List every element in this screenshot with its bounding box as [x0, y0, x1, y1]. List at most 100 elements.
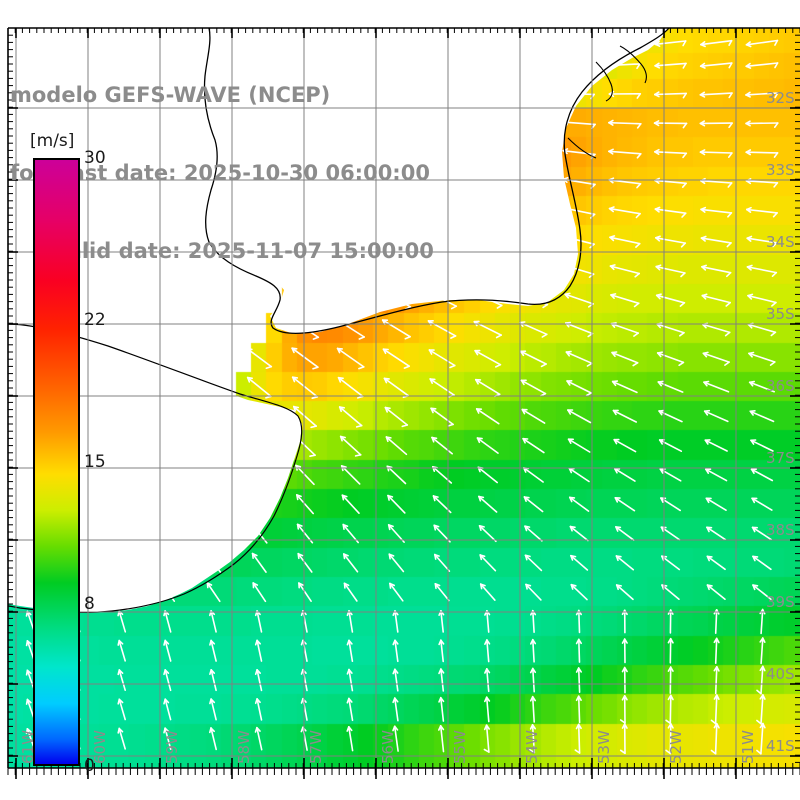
- wind-arrow: [117, 669, 126, 692]
- wind-arrow: [613, 467, 636, 482]
- wind-arrow: [657, 380, 684, 393]
- wind-arrow: [615, 555, 635, 571]
- wind-arrow: [706, 584, 726, 601]
- wind-arrow: [748, 380, 776, 393]
- wind-arrow: [710, 694, 720, 725]
- wind-arrow: [658, 409, 683, 423]
- wind-arrow: [430, 407, 454, 427]
- colorbar-tick-0: 0: [84, 756, 95, 776]
- wind-arrow: [710, 722, 720, 755]
- lat-label-38S: 38S: [766, 521, 795, 539]
- wind-arrow: [608, 206, 641, 219]
- wind-arrow: [163, 727, 172, 751]
- wind-arrow: [254, 639, 263, 662]
- wind-arrow: [570, 554, 589, 571]
- wind-arrow: [654, 206, 687, 218]
- wind-arrow: [745, 120, 779, 128]
- lat-label-34S: 34S: [766, 233, 795, 251]
- wind-arrow: [519, 350, 547, 368]
- wind-arrow: [387, 524, 405, 543]
- wind-arrow: [665, 723, 674, 755]
- wind-arrow: [163, 669, 172, 692]
- wind-arrow: [428, 349, 456, 369]
- wind-arrow: [339, 435, 362, 457]
- wind-arrow: [615, 584, 634, 601]
- wind-arrow: [117, 639, 126, 662]
- lon-label-51W: 51W: [739, 730, 757, 764]
- wind-arrow: [748, 351, 776, 366]
- wind-arrow: [613, 438, 637, 453]
- wind-arrow: [392, 639, 399, 663]
- title-line-valid-date: valid date: 2025-11-07 15:00:00: [54, 239, 434, 263]
- wind-arrow: [337, 376, 364, 399]
- wind-arrow: [246, 347, 273, 370]
- wind-arrow: [336, 347, 365, 370]
- wind-arrow: [342, 553, 359, 573]
- wind-arrow: [474, 349, 502, 368]
- wind-arrow: [295, 494, 315, 515]
- wind-arrow: [713, 665, 720, 695]
- lon-label-54W: 54W: [523, 730, 541, 764]
- wind-arrow: [384, 406, 409, 428]
- wind-arrow: [433, 524, 451, 543]
- wind-arrow: [346, 725, 354, 752]
- wind-arrow: [520, 379, 547, 397]
- wind-arrow: [665, 694, 674, 725]
- wind-arrow: [619, 723, 628, 755]
- wind-arrow: [611, 351, 639, 367]
- wind-arrow: [483, 724, 491, 753]
- wind-arrow: [254, 726, 263, 751]
- wind-arrow: [706, 526, 727, 541]
- wind-arrow: [438, 668, 445, 692]
- wind-arrow: [653, 91, 688, 99]
- wind-arrow: [346, 639, 354, 663]
- wind-arrow: [484, 667, 491, 693]
- wind-arrow: [298, 582, 312, 603]
- wind-arrow: [392, 725, 399, 752]
- wind-arrow: [705, 497, 727, 512]
- wind-arrow: [574, 723, 582, 754]
- wind-arrow: [706, 555, 726, 571]
- wind-arrow: [209, 639, 217, 662]
- wind-arrow: [529, 723, 537, 754]
- wind-arrow: [750, 468, 774, 482]
- wind-arrow: [612, 409, 638, 423]
- wind-arrow: [381, 319, 411, 340]
- wind-arrow: [667, 666, 674, 694]
- wind-arrow: [705, 468, 728, 482]
- wind-arrow: [209, 668, 217, 692]
- lon-label-59W: 59W: [163, 730, 181, 764]
- wind-arrow: [565, 350, 593, 367]
- wind-arrow: [759, 637, 766, 665]
- wind-arrow: [621, 666, 628, 694]
- wind-arrow: [346, 668, 354, 692]
- wind-arrow: [700, 235, 732, 248]
- map-plot-area[interactable]: [8, 28, 800, 768]
- wind-arrow: [569, 525, 589, 542]
- wind-arrow: [745, 206, 778, 218]
- lat-label-39S: 39S: [766, 593, 795, 611]
- wind-arrow: [431, 436, 454, 455]
- wind-arrow: [387, 494, 406, 514]
- title-line-model: modelo GEFS-WAVE (NCEP): [10, 83, 331, 107]
- wind-arrow: [252, 582, 267, 603]
- wind-arrow: [610, 293, 640, 308]
- wind-arrow: [621, 638, 628, 664]
- colorbar[interactable]: [33, 158, 80, 766]
- wind-arrow: [246, 376, 272, 399]
- wind-arrow: [745, 62, 779, 69]
- wind-arrow: [522, 437, 545, 454]
- wind-arrow: [654, 235, 687, 248]
- wind-arrow: [746, 264, 778, 277]
- wind-arrow: [608, 148, 642, 159]
- wind-arrow: [521, 408, 546, 424]
- wind-arrow: [254, 668, 263, 692]
- wind-arrow: [433, 553, 451, 572]
- wind-arrow: [750, 439, 774, 452]
- wind-arrow: [745, 149, 779, 158]
- wind-arrow: [575, 667, 583, 694]
- wind-arrow: [163, 639, 172, 662]
- wind-arrow: [745, 39, 779, 48]
- wind-arrow: [117, 727, 126, 750]
